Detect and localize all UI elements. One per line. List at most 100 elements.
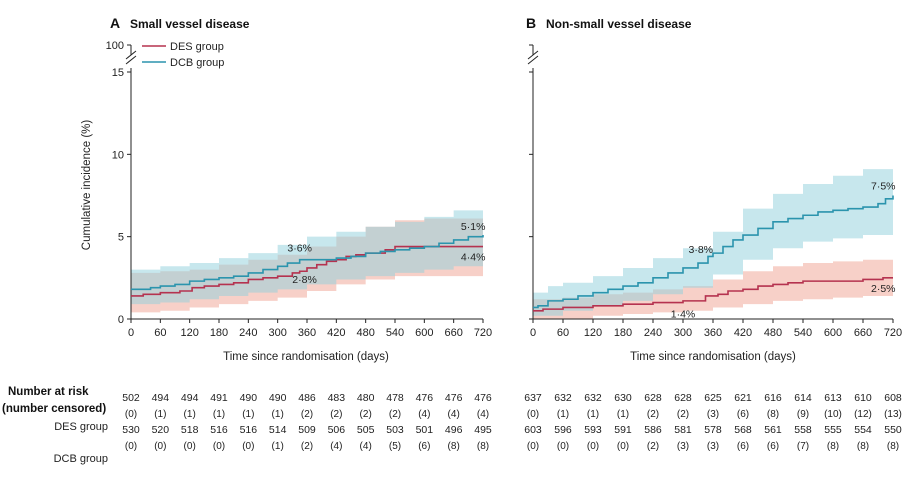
panel-b-x-tick-label: 180 bbox=[614, 327, 632, 339]
risk-table-dcb-label: DCB group bbox=[54, 453, 108, 465]
panel-a-x-tick-label: 660 bbox=[444, 327, 462, 339]
panel-a-x-tick-label: 240 bbox=[239, 327, 257, 339]
panel-b-risk-des-censored-value: (2) bbox=[677, 409, 689, 420]
panel-b-risk-des-censored-value: (8) bbox=[767, 409, 779, 420]
panel-b-risk-dcb-value: 568 bbox=[734, 424, 752, 436]
panel-a-risk-des-censored-value: (4) bbox=[477, 409, 489, 420]
panel-a-risk-des-censored-value: (1) bbox=[242, 409, 254, 420]
panel-a-risk-des-value: 476 bbox=[445, 392, 463, 404]
panel-b-risk-des-value: 610 bbox=[854, 392, 872, 404]
panel-b-x-axis-title: Time since randomisation (days) bbox=[630, 351, 796, 363]
panel-a-risk-des-value: 478 bbox=[386, 392, 404, 404]
panel-b-risk-dcb-censored-value: (6) bbox=[767, 441, 779, 452]
panel-b-x-tick-label: 300 bbox=[674, 327, 692, 339]
panel-a-risk-dcb-value: 509 bbox=[298, 424, 316, 436]
panel-b-x-tick-label: 720 bbox=[884, 327, 902, 339]
panel-a-risk-des-value: 494 bbox=[152, 392, 170, 404]
panel-a-risk-des-value: 491 bbox=[210, 392, 228, 404]
panel-b-x-tick-label: 480 bbox=[764, 327, 782, 339]
panel-b-risk-des-censored-value: (12) bbox=[854, 409, 872, 420]
panel-b-risk-dcb-censored-value: (3) bbox=[707, 441, 719, 452]
panel-a-risk-des-censored-value: (1) bbox=[154, 409, 166, 420]
panel-b-risk-dcb-censored-value: (3) bbox=[677, 441, 689, 452]
panel-a-x-tick-label: 0 bbox=[128, 327, 134, 339]
panel-b-risk-des-censored-value: (13) bbox=[884, 409, 902, 420]
panel-a-risk-dcb-value: 503 bbox=[386, 424, 404, 436]
panel-b-x-tick-label: 120 bbox=[584, 327, 602, 339]
panel-b-risk-dcb-censored-value: (0) bbox=[557, 441, 569, 452]
panel-a-risk-dcb-value: 496 bbox=[445, 424, 463, 436]
panel-a-x-tick-label: 540 bbox=[386, 327, 404, 339]
panel-b-risk-des-value: 632 bbox=[584, 392, 602, 404]
panel-b-risk-dcb-value: 550 bbox=[884, 424, 902, 436]
risk-table-des-label: DES group bbox=[54, 421, 108, 433]
panel-a-risk-des-censored-value: (1) bbox=[184, 409, 196, 420]
panel-b-x-tick-label: 660 bbox=[854, 327, 872, 339]
panel-a-risk-des-censored-value: (2) bbox=[330, 409, 342, 420]
panel-b-risk-des-censored-value: (1) bbox=[587, 409, 599, 420]
panel-a-risk-dcb-censored-value: (8) bbox=[448, 441, 460, 452]
panel-a-risk-dcb-value: 530 bbox=[122, 424, 140, 436]
panel-b-risk-dcb-value: 558 bbox=[794, 424, 812, 436]
panel-b-risk-des-value: 637 bbox=[524, 392, 542, 404]
panel-a-risk-dcb-censored-value: (0) bbox=[154, 441, 166, 452]
panel-a-title: Small vessel disease bbox=[130, 17, 250, 31]
panel-a-risk-des-censored-value: (2) bbox=[389, 409, 401, 420]
panel-b-risk-des-value: 628 bbox=[644, 392, 662, 404]
panel-a-risk-des-censored-value: (4) bbox=[448, 409, 460, 420]
panel-a-risk-dcb-censored-value: (0) bbox=[242, 441, 254, 452]
panel-b-risk-dcb-censored-value: (6) bbox=[737, 441, 749, 452]
panel-b-risk-des-censored-value: (2) bbox=[647, 409, 659, 420]
panel-b-risk-dcb-value: 555 bbox=[824, 424, 842, 436]
panel-a-x-tick-label: 120 bbox=[180, 327, 198, 339]
panel-a-risk-des-censored-value: (2) bbox=[360, 409, 372, 420]
panel-a-risk-des-value: 476 bbox=[474, 392, 492, 404]
panel-a-risk-dcb-value: 495 bbox=[474, 424, 492, 436]
panel-b-x-tick-label: 420 bbox=[734, 327, 752, 339]
panel-b-risk-dcb-value: 554 bbox=[854, 424, 872, 436]
panel-b-risk-des-value: 613 bbox=[824, 392, 842, 404]
panel-b-risk-des-value: 614 bbox=[794, 392, 812, 404]
panel-a-risk-dcb-censored-value: (8) bbox=[477, 441, 489, 452]
panel-a-risk-des-value: 490 bbox=[240, 392, 258, 404]
panel-a-x-axis-title: Time since randomisation (days) bbox=[223, 351, 389, 363]
panel-b-risk-des-censored-value: (3) bbox=[707, 409, 719, 420]
panel-b-y-break-mark bbox=[527, 55, 539, 65]
panel-a-y-axis-title: Cumulative incidence (%) bbox=[81, 120, 93, 251]
panel-b-risk-des-value: 621 bbox=[734, 392, 752, 404]
panel-a-risk-dcb-value: 514 bbox=[269, 424, 287, 436]
panel-b-x-tick-label: 240 bbox=[644, 327, 662, 339]
panel-a-risk-dcb-censored-value: (1) bbox=[272, 441, 284, 452]
panel-a-annotation: 3·6% bbox=[287, 243, 312, 255]
panel-a-risk-dcb-censored-value: (6) bbox=[418, 441, 430, 452]
panel-b-risk-dcb-value: 581 bbox=[674, 424, 692, 436]
panel-a-y-tick-label: 10 bbox=[112, 149, 124, 161]
panel-b-risk-dcb-censored-value: (0) bbox=[527, 441, 539, 452]
panel-a-x-tick-label: 600 bbox=[415, 327, 433, 339]
panel-a-y-tick-label: 0 bbox=[118, 314, 124, 326]
panel-a-risk-dcb-censored-value: (2) bbox=[301, 441, 313, 452]
panel-a-x-tick-label: 180 bbox=[210, 327, 228, 339]
panel-b-title: Non-small vessel disease bbox=[546, 17, 692, 31]
panel-b-risk-des-value: 632 bbox=[554, 392, 572, 404]
panel-b-risk-dcb-censored-value: (7) bbox=[797, 441, 809, 452]
panel-b-x-tick-label: 540 bbox=[794, 327, 812, 339]
panel-b-risk-des-censored-value: (0) bbox=[527, 409, 539, 420]
panel-a-risk-dcb-value: 501 bbox=[416, 424, 434, 436]
panel-b-risk-des-value: 608 bbox=[884, 392, 902, 404]
panel-b-risk-des-censored-value: (1) bbox=[617, 409, 629, 420]
panel-a-risk-des-value: 494 bbox=[181, 392, 199, 404]
panel-b-risk-dcb-value: 593 bbox=[584, 424, 602, 436]
panel-b-risk-dcb-censored-value: (8) bbox=[857, 441, 869, 452]
panel-b-risk-des-censored-value: (1) bbox=[557, 409, 569, 420]
risk-table-heading: Number at risk bbox=[8, 386, 89, 398]
panel-b-risk-dcb-value: 561 bbox=[764, 424, 782, 436]
panel-a-risk-des-value: 502 bbox=[122, 392, 140, 404]
panel-a-annotation: 4·4% bbox=[461, 252, 486, 264]
panel-b-risk-dcb-censored-value: (8) bbox=[887, 441, 899, 452]
legend-des-label: DES group bbox=[170, 41, 224, 53]
panel-a-risk-dcb-censored-value: (4) bbox=[330, 441, 342, 452]
panel-b-risk-des-censored-value: (6) bbox=[737, 409, 749, 420]
plot-layer: 0 60 120 180 240 300 360 420 480 540 600 660 7200510… bbox=[106, 40, 903, 452]
